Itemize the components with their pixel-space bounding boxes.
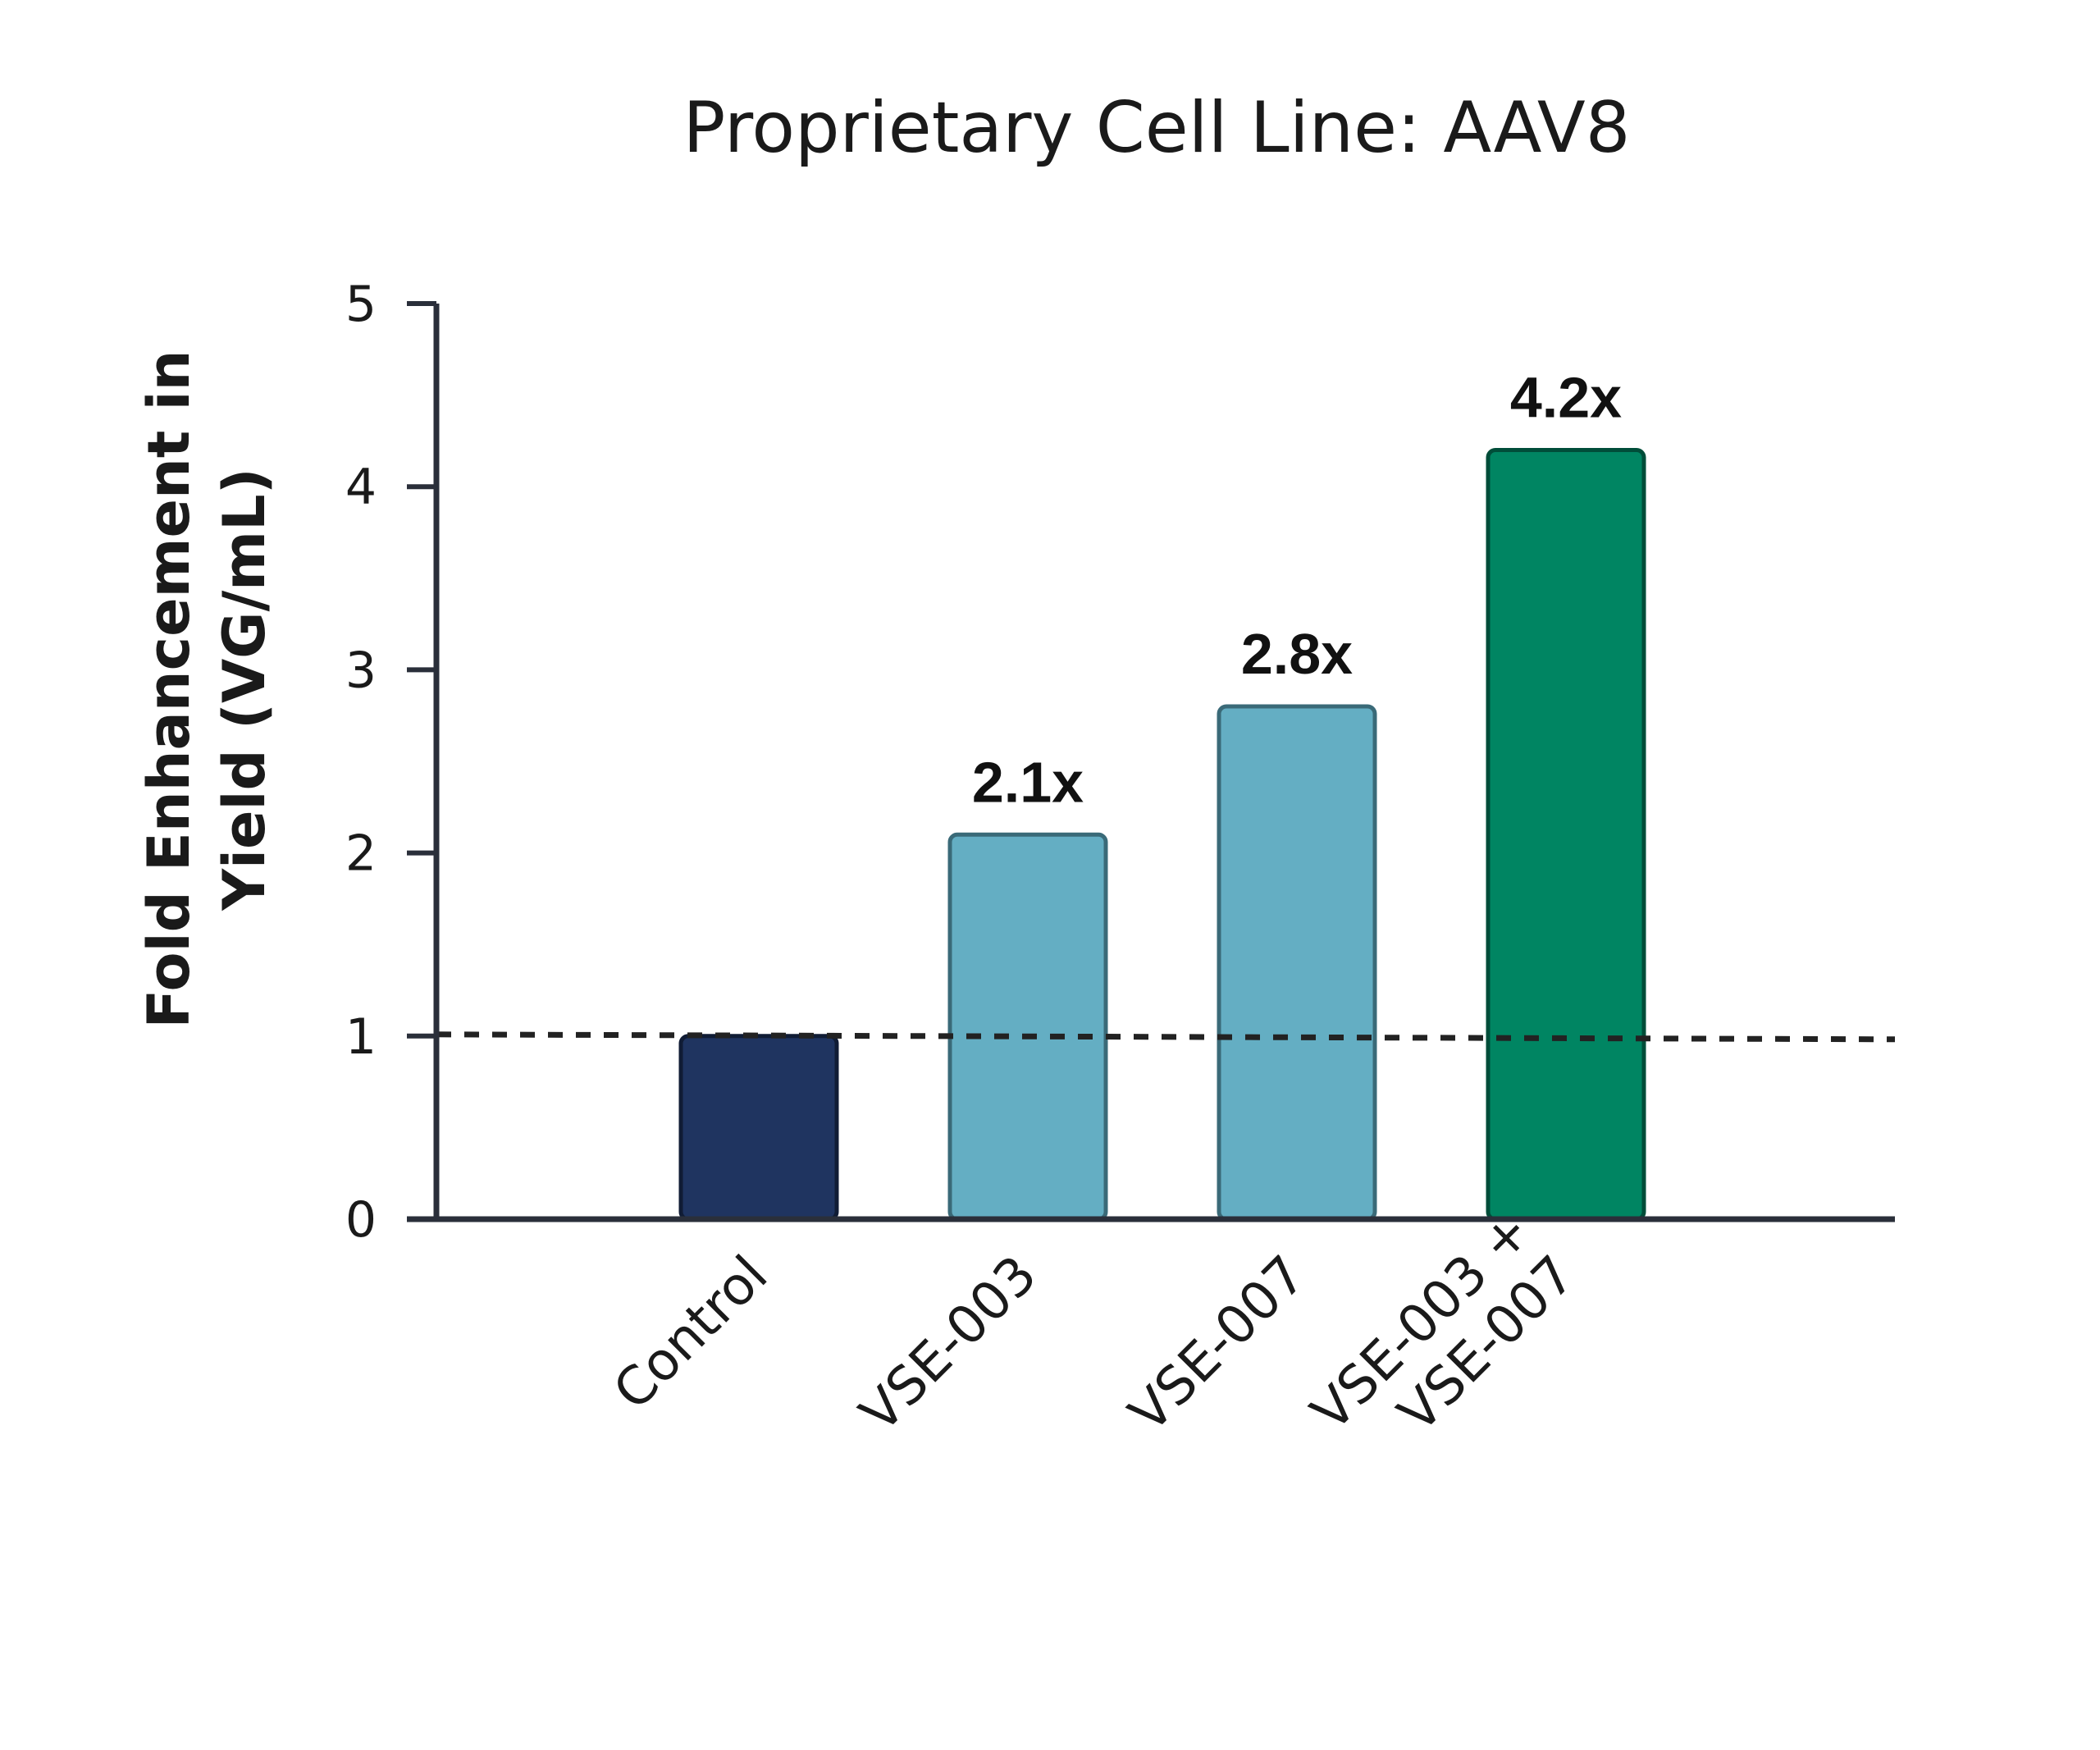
bar: [1217, 704, 1377, 1222]
bar: [678, 1034, 839, 1222]
x-tick-label: Control: [602, 1245, 779, 1422]
bar: [1486, 448, 1646, 1222]
y-tick-label: 2: [345, 825, 377, 883]
y-tick-label: 1: [345, 1008, 377, 1066]
reference-line: [436, 1031, 1896, 1043]
y-tick-label: 3: [345, 642, 377, 699]
plot-area: 0 1 2 3 4 5 2.1x 2.8x 4.2x Control VSE-003 VSE-007V…: [345, 276, 1896, 1487]
y-tick-label: 4: [345, 459, 377, 516]
data-label: 2.8x: [1241, 622, 1353, 686]
y-tick-label: 0: [345, 1191, 377, 1249]
data-label: 4.2x: [1510, 366, 1622, 430]
bar: [947, 832, 1108, 1222]
chart-title: Proprietary Cell Line: AAV8: [683, 87, 1631, 169]
x-tick-label: VSE-007: [1118, 1245, 1317, 1444]
y-axis-label-line-1: Fold Enhancement in: [135, 350, 203, 1029]
x-tick-label-line: Control: [602, 1245, 779, 1422]
data-label: 2.1x: [972, 750, 1084, 814]
y-axis-label-line-2: Yield (VG/mL): [211, 468, 278, 911]
x-tick-label-line: VSE-003: [849, 1245, 1048, 1444]
x-tick-label: VSE-003: [849, 1245, 1048, 1444]
x-tick-label: VSE-003 +VSE-007: [1300, 1200, 1586, 1487]
y-axis-label: Fold Enhancement in Yield (VG/mL): [135, 350, 278, 1029]
y-tick-label: 5: [345, 276, 377, 333]
x-tick-label-line: VSE-007: [1118, 1245, 1317, 1444]
